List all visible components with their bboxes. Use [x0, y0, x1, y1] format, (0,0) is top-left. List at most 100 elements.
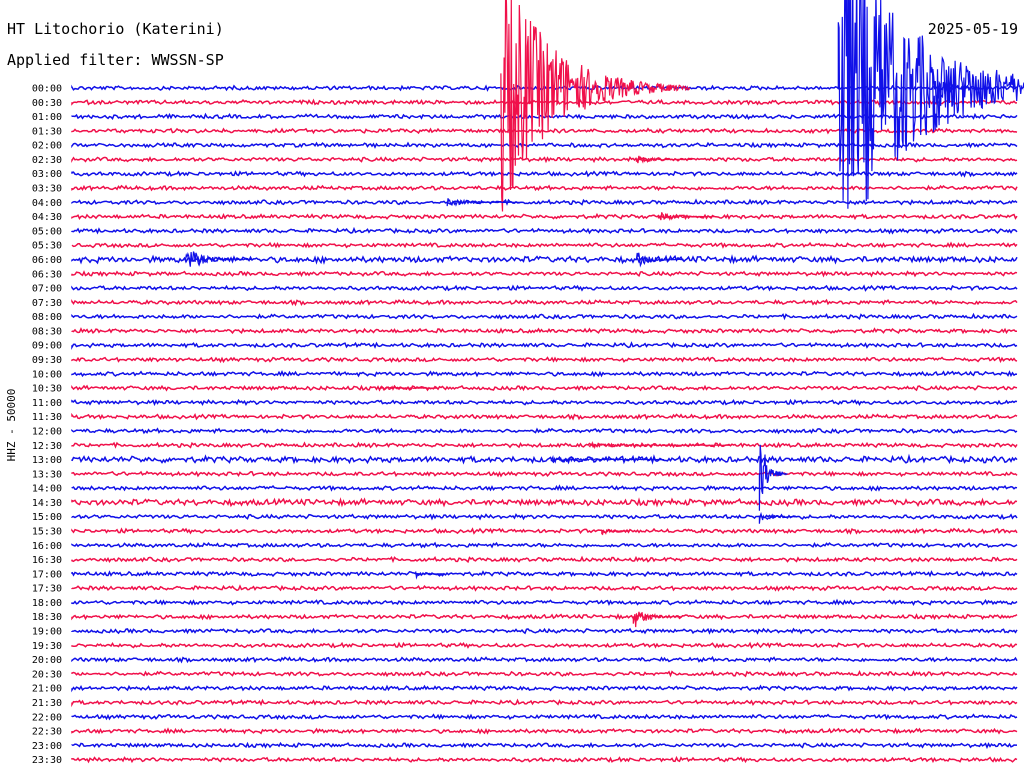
trace-0230: [71, 155, 1018, 164]
trace-1130: [71, 412, 1018, 421]
trace-0330: [71, 184, 1018, 192]
trace-1200: [71, 427, 1018, 435]
time-label-2200: 22:00: [32, 712, 62, 723]
trace-0630: [71, 270, 1018, 278]
trace-0200: [71, 141, 1018, 149]
time-label-1630: 16:30: [32, 555, 62, 566]
time-label-1900: 19:00: [32, 627, 62, 638]
trace-2130: [71, 698, 1018, 708]
trace-1600: [71, 541, 1018, 549]
time-label-2230: 22:30: [32, 727, 62, 738]
time-label-0900: 09:00: [32, 341, 62, 352]
trace-1900: [71, 627, 1018, 635]
trace-0900: [71, 341, 1018, 350]
time-label-1000: 10:00: [32, 369, 62, 380]
event-7: [635, 252, 684, 268]
time-label-0830: 08:30: [32, 326, 62, 337]
trace-2330: [71, 755, 1018, 764]
trace-0600: [71, 254, 1018, 265]
time-label-0530: 05:30: [32, 241, 62, 252]
event-10: [550, 454, 665, 464]
time-label-0230: 02:30: [32, 155, 62, 166]
event-12: [758, 511, 798, 524]
time-label-1100: 11:00: [32, 398, 62, 409]
time-label-0200: 02:00: [32, 141, 62, 152]
trace-1530: [71, 527, 1018, 535]
time-label-2000: 20:00: [32, 655, 62, 666]
time-label-1130: 11:30: [32, 412, 62, 423]
trace-0300: [71, 170, 1018, 178]
filter-label: Applied filter: WWSSN-SP: [7, 51, 224, 69]
event-5: [657, 212, 715, 222]
trace-2000: [71, 655, 1018, 664]
trace-1100: [71, 398, 1018, 407]
time-label-0430: 04:30: [32, 212, 62, 223]
trace-0700: [71, 284, 1018, 292]
time-label-0500: 05:00: [32, 226, 62, 237]
time-label-0730: 07:30: [32, 298, 62, 309]
time-label-0030: 00:30: [32, 98, 62, 109]
station-title: HT Litochorio (Katerini): [7, 20, 224, 38]
time-label-1930: 19:30: [32, 641, 62, 652]
channel-label: HHZ - 50000: [5, 389, 18, 462]
event-9: [588, 440, 731, 450]
time-label-1230: 12:30: [32, 441, 62, 452]
time-label-1430: 14:30: [32, 498, 62, 509]
time-label-0000: 00:00: [32, 84, 62, 95]
time-label-0630: 06:30: [32, 269, 62, 280]
trace-0730: [71, 298, 1018, 307]
time-tick-labels: 00:00 00:30 01:00 01:30 02:00 02:30 03:00 03:30…: [32, 84, 62, 767]
event-1: [837, 0, 1024, 209]
time-label-1030: 10:30: [32, 384, 62, 395]
trace-0400: [71, 198, 1018, 206]
time-label-1700: 17:00: [32, 569, 62, 580]
trace-0530: [71, 241, 1018, 249]
time-label-0800: 08:00: [32, 312, 62, 323]
time-label-2130: 21:30: [32, 698, 62, 709]
time-label-0700: 07:00: [32, 284, 62, 295]
time-label-2330: 23:30: [32, 755, 62, 766]
trace-0500: [71, 226, 1018, 235]
time-label-1330: 13:30: [32, 469, 62, 480]
time-label-1200: 12:00: [32, 426, 62, 437]
time-label-2300: 23:00: [32, 741, 62, 752]
time-label-2100: 21:00: [32, 684, 62, 695]
time-label-0600: 06:00: [32, 255, 62, 266]
time-label-1800: 18:00: [32, 598, 62, 609]
time-label-0100: 01:00: [32, 112, 62, 123]
event-3: [635, 155, 693, 164]
time-label-0300: 03:00: [32, 169, 62, 180]
event-0: [500, 0, 691, 212]
trace-0430: [71, 212, 1018, 221]
time-label-1600: 16:00: [32, 541, 62, 552]
trace-2300: [71, 741, 1017, 750]
trace-0830: [71, 327, 1017, 335]
trace-1630: [71, 555, 1018, 564]
trace-1800: [71, 598, 1018, 607]
trace-2030: [71, 670, 1018, 678]
time-label-2030: 20:30: [32, 669, 62, 680]
trace-layer: [71, 0, 1024, 764]
date-label: 2025-05-19: [927, 20, 1018, 38]
time-label-0330: 03:30: [32, 184, 62, 195]
trace-1930: [71, 641, 1018, 649]
time-label-0400: 04:00: [32, 198, 62, 209]
time-label-1500: 15:00: [32, 512, 62, 523]
event-4: [446, 198, 523, 207]
event-13: [601, 528, 630, 536]
trace-0930: [71, 356, 1018, 364]
trace-1330: [71, 470, 1018, 478]
trace-2230: [71, 727, 1018, 735]
time-label-1830: 18:30: [32, 612, 62, 623]
time-label-1530: 15:30: [32, 526, 62, 537]
trace-1830: [71, 613, 1018, 621]
trace-0130: [71, 127, 1018, 135]
trace-0800: [71, 312, 1018, 321]
time-label-1300: 13:00: [32, 455, 62, 466]
event-11: [758, 444, 788, 511]
time-label-1400: 14:00: [32, 484, 62, 495]
trace-2100: [71, 684, 1018, 693]
trace-1700: [71, 570, 1018, 578]
trace-1430: [71, 497, 1018, 508]
